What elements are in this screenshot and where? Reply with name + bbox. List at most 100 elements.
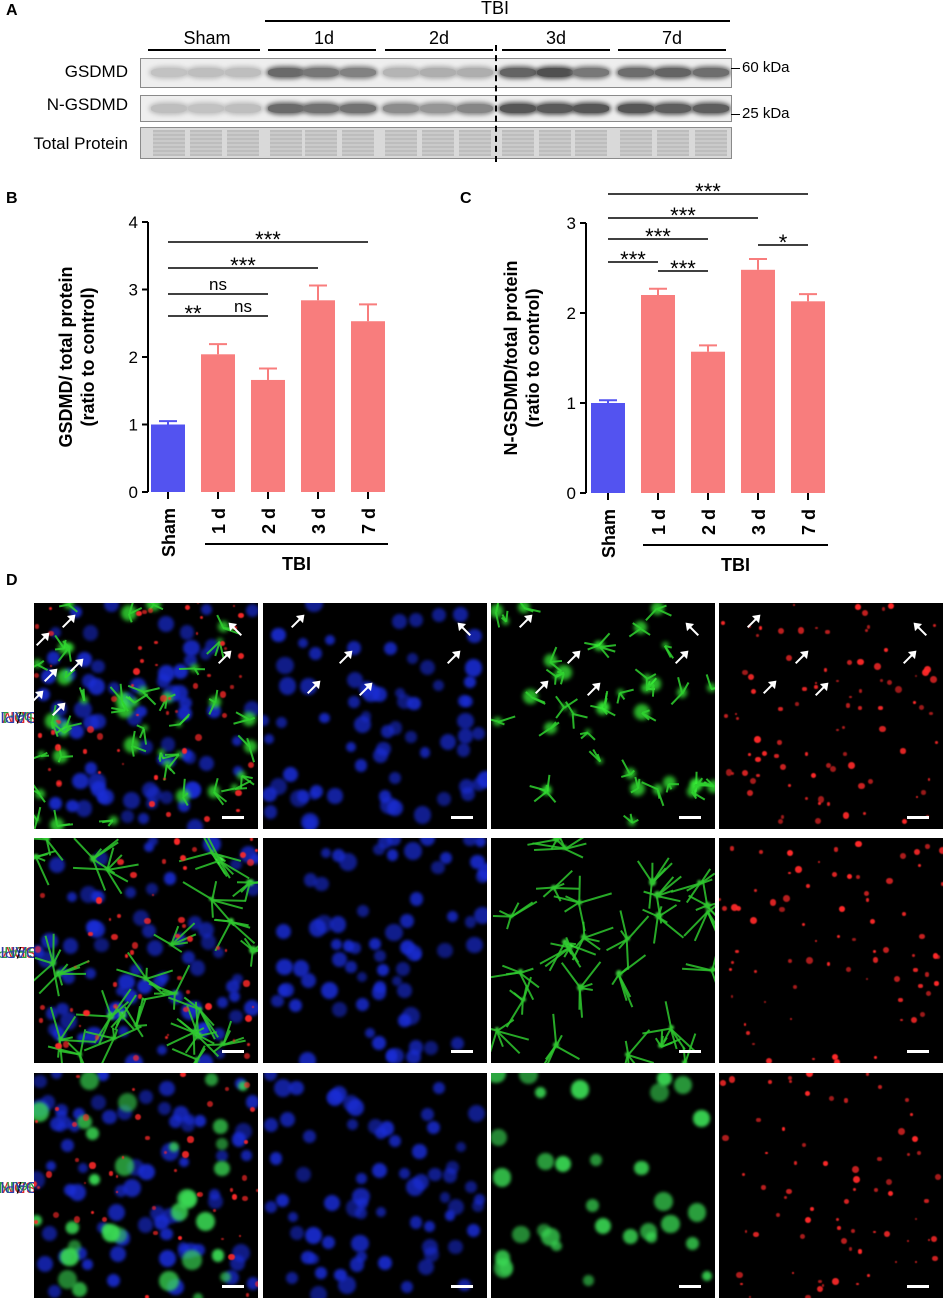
blot-line-7d — [618, 49, 726, 51]
cell — [239, 852, 246, 859]
cell — [753, 969, 757, 973]
x-tick-label: 2 d — [259, 508, 279, 534]
cell — [817, 801, 821, 805]
cell — [206, 1101, 214, 1108]
cell — [134, 1114, 141, 1121]
cell — [829, 765, 837, 772]
bar — [301, 300, 335, 492]
cell — [930, 1235, 937, 1242]
scale-bar — [451, 816, 473, 819]
cell — [437, 791, 452, 807]
y-axis-label: GSDMD/ total protein (ratio to control) — [56, 267, 98, 448]
blot-band — [188, 104, 224, 113]
cell — [913, 701, 917, 705]
process — [561, 962, 581, 989]
cell — [925, 843, 931, 849]
cell — [852, 1165, 860, 1173]
cell — [248, 762, 255, 769]
cell — [243, 1052, 250, 1060]
cell — [34, 1214, 42, 1226]
process — [646, 678, 648, 690]
process — [578, 876, 581, 903]
cell — [331, 951, 347, 967]
cell — [910, 1112, 914, 1116]
cell — [269, 1152, 283, 1166]
chart-n-gsdmd: 0 1 2 3 N-GSDMD/total protein (ratio to contr… — [501, 179, 828, 575]
cell — [163, 777, 167, 781]
cell — [283, 766, 299, 782]
cell — [157, 748, 165, 756]
cell — [34, 672, 40, 679]
cell — [365, 1027, 376, 1038]
cell — [90, 1211, 94, 1215]
cell — [243, 980, 250, 987]
cell — [408, 612, 423, 627]
cell — [405, 1177, 424, 1196]
cell — [847, 762, 855, 770]
cell — [111, 933, 119, 941]
cell — [323, 1194, 340, 1211]
total-protein-lane — [422, 130, 454, 156]
cell — [133, 668, 140, 675]
cell — [929, 711, 934, 716]
cell — [182, 1250, 202, 1270]
cell — [918, 704, 924, 710]
x-tick-label: 1 d — [209, 508, 229, 534]
significance-label: *** — [255, 227, 281, 252]
cell — [213, 1028, 225, 1040]
cell — [288, 1080, 304, 1096]
cell — [180, 1073, 186, 1078]
cell — [348, 696, 360, 708]
cell — [879, 725, 887, 733]
cell — [276, 656, 294, 675]
cell — [46, 651, 61, 665]
cell — [97, 1073, 110, 1081]
blot-band — [500, 104, 536, 113]
cell — [914, 1261, 917, 1264]
bar — [201, 354, 235, 492]
cell — [237, 770, 247, 780]
process — [653, 916, 660, 944]
tbi-group-label: TBI — [721, 555, 750, 575]
cell — [183, 751, 196, 764]
cell — [108, 918, 112, 921]
cell — [349, 1257, 365, 1272]
cell — [66, 891, 78, 903]
cell — [932, 1255, 938, 1262]
cell — [241, 1150, 253, 1161]
process — [554, 676, 557, 685]
process — [583, 926, 614, 939]
cell — [355, 1251, 367, 1263]
cell — [561, 938, 569, 946]
cell — [822, 1161, 828, 1166]
cell — [815, 817, 822, 824]
cell — [735, 713, 738, 716]
significance-label: ns — [234, 297, 252, 316]
cell — [723, 714, 728, 719]
cell — [56, 719, 61, 724]
y-tick-label: 1 — [567, 394, 576, 413]
y-axis-label: N-GSDMD/total protein (ratio to control) — [501, 261, 543, 456]
cell — [240, 846, 258, 864]
scale-bar — [907, 1050, 929, 1053]
cell — [169, 1114, 182, 1128]
cell — [50, 1073, 63, 1080]
marker-tick-25 — [731, 114, 740, 115]
cell — [71, 1282, 87, 1298]
cell — [475, 838, 487, 848]
cell — [186, 990, 191, 995]
cell — [152, 1230, 158, 1236]
cell — [380, 796, 398, 815]
cell — [787, 1075, 792, 1080]
cell — [413, 806, 431, 824]
cell — [880, 679, 883, 682]
cell — [739, 1282, 743, 1286]
cell — [74, 700, 92, 719]
cell — [373, 949, 387, 963]
cell — [141, 609, 147, 615]
cell — [845, 703, 851, 708]
cell — [86, 920, 101, 935]
cell — [217, 997, 228, 1009]
process — [520, 967, 534, 974]
process — [75, 1013, 111, 1018]
